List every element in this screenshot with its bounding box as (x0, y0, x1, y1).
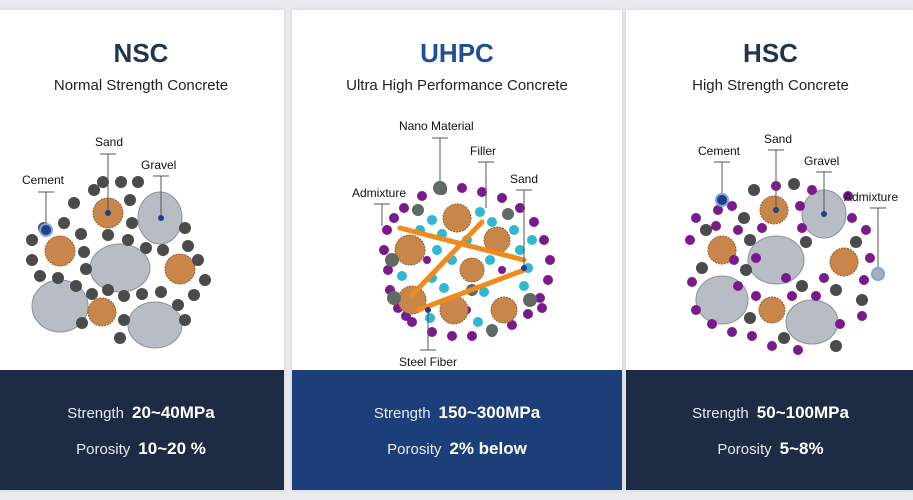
sand-particles (44, 197, 196, 327)
sand-label: Sand (764, 132, 792, 146)
gravel-label: Gravel (804, 154, 839, 168)
admixture-particles (379, 183, 555, 341)
strength-value: 20~40MPa (132, 403, 215, 422)
sand-label: Sand (510, 172, 538, 186)
stats-panel: Strength 20~40MPa Porosity 10~20 % (0, 370, 284, 490)
uhpc-card: UHPC Ultra High Performance Concrete (292, 10, 622, 490)
strength-label: Strength (373, 405, 431, 422)
sand-particles (394, 203, 518, 325)
steel-fiber-label: Steel Fiber (399, 355, 457, 369)
nano-material-label: Nano Material (399, 119, 474, 133)
porosity-row: Porosity 2% below (292, 439, 622, 459)
sand-label: Sand (95, 135, 123, 149)
stats-panel: Strength 50~100MPa Porosity 5~8% (626, 370, 913, 490)
card-title: HSC (743, 38, 798, 68)
card-title: NSC (113, 38, 169, 68)
cement-particles (696, 178, 868, 352)
uhpc-particle-diagram: Nano Material Filler Sand Admixture Stee… (352, 119, 555, 369)
porosity-value: 2% below (449, 439, 527, 458)
porosity-label: Porosity (717, 441, 772, 458)
hsc-card: HSC High Strength Concrete (626, 10, 913, 490)
cement-label: Cement (698, 144, 741, 158)
filler-label: Filler (470, 144, 496, 158)
gravel-label: Gravel (141, 158, 176, 172)
strength-row: Strength 150~300MPa (292, 403, 622, 423)
strength-label: Strength (692, 405, 749, 422)
porosity-row: Porosity 5~8% (626, 439, 913, 459)
strength-value: 50~100MPa (756, 403, 849, 422)
gravel-particles (31, 191, 183, 349)
card-subtitle: Ultra High Performance Concrete (346, 77, 568, 94)
admixture-label: Admixture (352, 186, 406, 200)
cement-label: Cement (22, 173, 65, 187)
callout-lines (38, 153, 169, 228)
callout-lines (714, 149, 886, 272)
porosity-value: 5~8% (779, 439, 824, 458)
card-subtitle: Normal Strength Concrete (53, 77, 229, 94)
nsc-card: NSC Normal Strength Concrete (0, 10, 284, 490)
admixture-particles (685, 181, 875, 355)
porosity-row: Porosity 10~20 % (0, 439, 284, 459)
stats-panel: Strength 150~300MPa Porosity 2% below (292, 370, 622, 490)
hsc-particle-diagram: Cement Sand Gravel Admixture (685, 132, 898, 355)
porosity-value: 10~20 % (138, 439, 206, 458)
steel-fibers (397, 219, 527, 313)
nsc-particle-diagram: Cement Sand Gravel (22, 135, 211, 349)
porosity-label: Porosity (387, 441, 442, 458)
callout-lines (374, 137, 532, 351)
sand-particles (707, 195, 859, 324)
card-title: UHPC (420, 38, 494, 68)
admixture-label: Admixture (844, 190, 898, 204)
card-subtitle: High Strength Concrete (692, 77, 849, 94)
strength-label: Strength (67, 405, 124, 422)
porosity-label: Porosity (76, 441, 131, 458)
strength-row: Strength 50~100MPa (626, 403, 913, 423)
strength-row: Strength 20~40MPa (0, 403, 284, 423)
strength-value: 150~300MPa (438, 403, 541, 422)
